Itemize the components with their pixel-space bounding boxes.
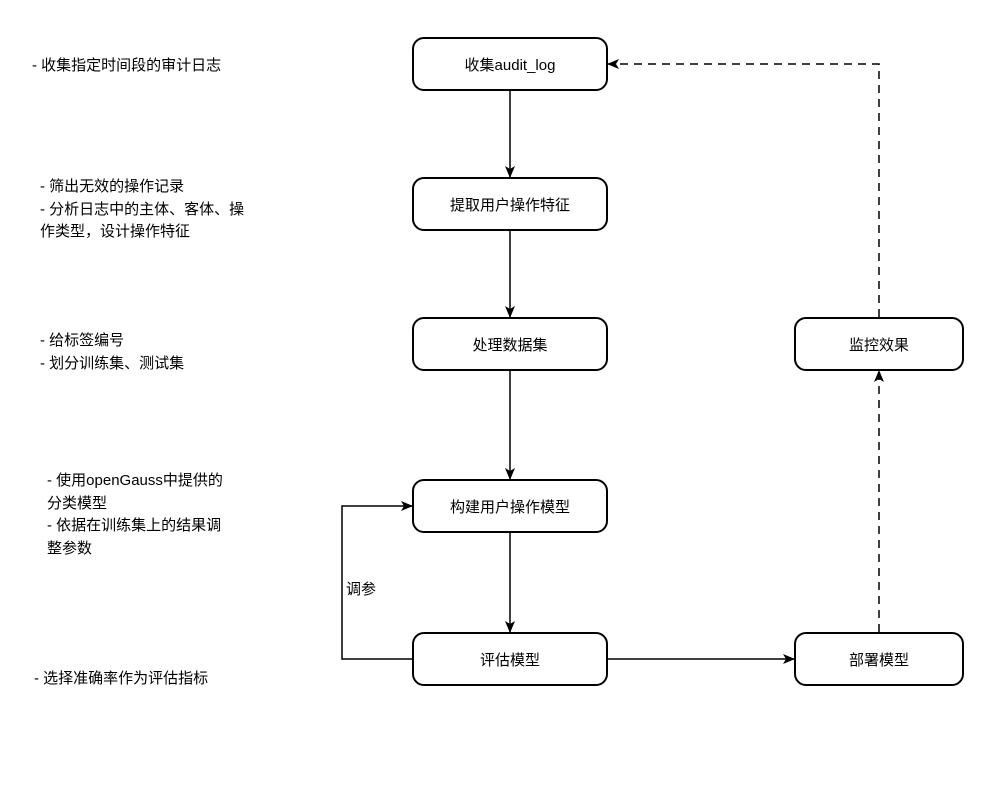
- annotation-2-line-0: - 给标签编号: [40, 330, 310, 353]
- node-eval-label: 评估模型: [480, 649, 540, 670]
- node-monitor: 监控效果: [794, 317, 964, 371]
- node-build-label: 构建用户操作模型: [450, 496, 570, 517]
- node-collect-label: 收集audit_log: [465, 54, 556, 75]
- annotation-2: - 给标签编号- 划分训练集、测试集: [40, 330, 310, 375]
- annotation-3-line-3: 整参数: [47, 538, 307, 561]
- annotation-0-line-0: - 收集指定时间段的审计日志: [32, 55, 302, 78]
- node-collect: 收集audit_log: [412, 37, 608, 91]
- edge-monitor-to-collect: [608, 64, 879, 317]
- annotation-4: - 选择准确率作为评估指标: [34, 668, 304, 691]
- annotation-1: - 筛出无效的操作记录- 分析日志中的主体、客体、操作类型，设计操作特征: [40, 176, 310, 244]
- annotation-4-line-0: - 选择准确率作为评估指标: [34, 668, 304, 691]
- node-monitor-label: 监控效果: [849, 334, 909, 355]
- node-eval: 评估模型: [412, 632, 608, 686]
- annotation-1-line-2: 作类型，设计操作特征: [40, 221, 310, 244]
- node-deploy: 部署模型: [794, 632, 964, 686]
- annotation-3-line-0: - 使用openGauss中提供的: [47, 470, 307, 493]
- node-extract-label: 提取用户操作特征: [450, 194, 570, 215]
- node-process: 处理数据集: [412, 317, 608, 371]
- edge-label-eval-to-build: 调参: [346, 578, 376, 599]
- node-extract: 提取用户操作特征: [412, 177, 608, 231]
- annotation-3: - 使用openGauss中提供的分类模型- 依据在训练集上的结果调整参数: [47, 470, 307, 560]
- node-build: 构建用户操作模型: [412, 479, 608, 533]
- annotation-1-line-1: - 分析日志中的主体、客体、操: [40, 199, 310, 222]
- flowchart-canvas: 收集audit_log 提取用户操作特征处理数据集构建用户操作模型评估模型 部署模型…: [0, 0, 1005, 812]
- annotation-3-line-1: 分类模型: [47, 493, 307, 516]
- node-process-label: 处理数据集: [472, 334, 547, 355]
- annotation-1-line-0: - 筛出无效的操作记录: [40, 176, 310, 199]
- annotation-3-line-2: - 依据在训练集上的结果调: [47, 515, 307, 538]
- node-deploy-label: 部署模型: [849, 649, 909, 670]
- annotation-2-line-1: - 划分训练集、测试集: [40, 353, 310, 376]
- annotation-0: - 收集指定时间段的审计日志: [32, 55, 302, 78]
